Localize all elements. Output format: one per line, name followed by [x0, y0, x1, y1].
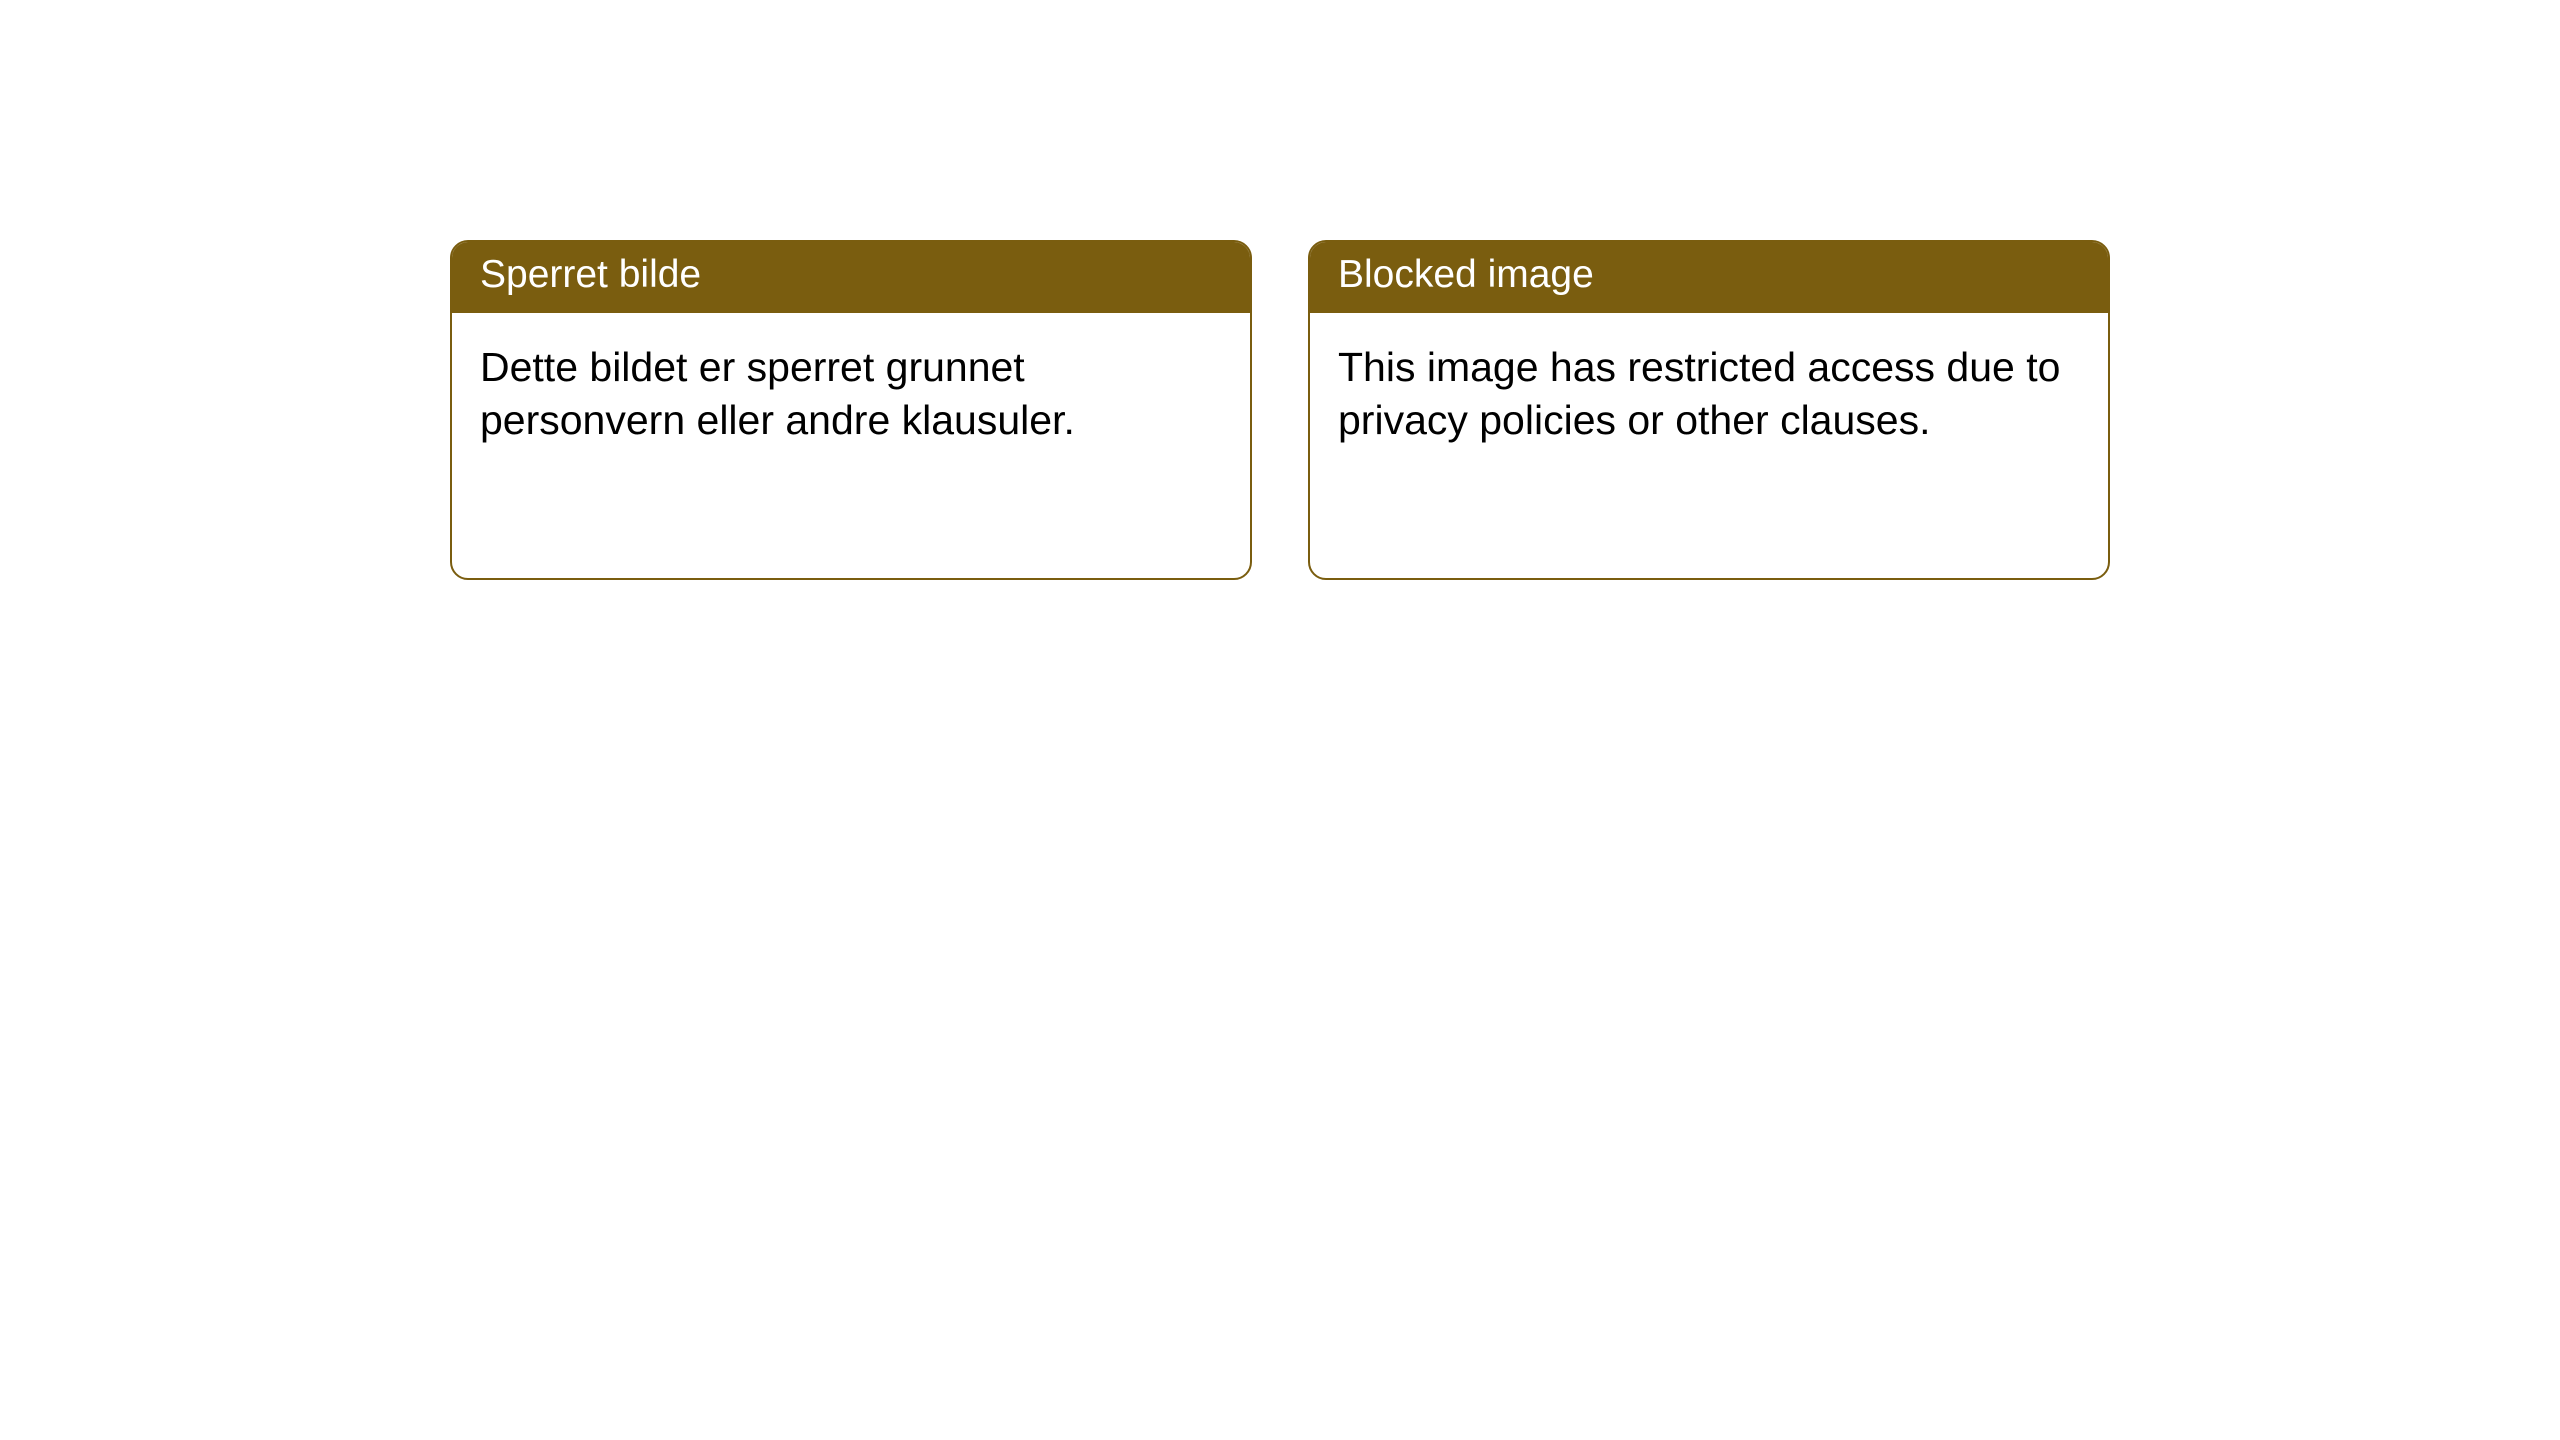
notice-header-right: Blocked image	[1310, 242, 2108, 313]
notice-box-norwegian: Sperret bilde Dette bildet er sperret gr…	[450, 240, 1252, 580]
notice-box-english: Blocked image This image has restricted …	[1308, 240, 2110, 580]
notice-header-left: Sperret bilde	[452, 242, 1250, 313]
notice-text-right: This image has restricted access due to …	[1338, 341, 2080, 448]
notice-body-right: This image has restricted access due to …	[1310, 313, 2108, 578]
notice-text-left: Dette bildet er sperret grunnet personve…	[480, 341, 1222, 448]
notice-body-left: Dette bildet er sperret grunnet personve…	[452, 313, 1250, 578]
notice-title-left: Sperret bilde	[480, 253, 701, 296]
notice-container: Sperret bilde Dette bildet er sperret gr…	[0, 0, 2560, 580]
notice-title-right: Blocked image	[1338, 253, 1594, 296]
